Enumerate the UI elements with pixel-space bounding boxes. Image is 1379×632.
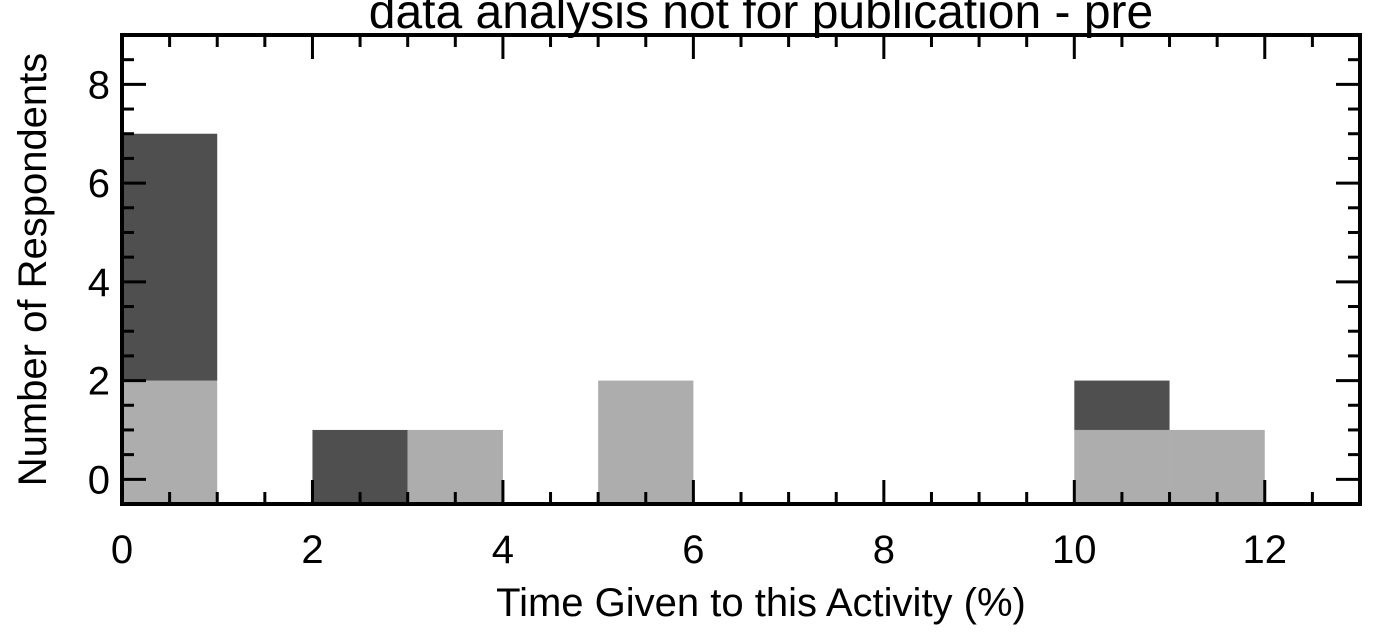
x-tick-label: 6 xyxy=(682,528,704,572)
x-tick-label: 2 xyxy=(301,528,323,572)
bar-light-bin-4 xyxy=(1074,429,1170,504)
x-axis-label: Time Given to this Activity (%) xyxy=(496,581,1026,625)
x-tick-labels: 0 2 4 6 8 10 12 xyxy=(111,528,1287,572)
plot-frame xyxy=(120,33,1362,506)
x-tick-label: 4 xyxy=(492,528,514,572)
x-tick-label: 0 xyxy=(111,528,133,572)
bar-dark-bin-4 xyxy=(1074,380,1170,430)
y-axis-label: Number of Respondents xyxy=(11,53,55,487)
bar-dark-bin-1 xyxy=(312,429,408,504)
y-tick-label: 2 xyxy=(88,360,110,404)
x-tick-label: 10 xyxy=(1052,528,1097,572)
bar-light-bin-3 xyxy=(598,380,694,504)
bars-layer xyxy=(122,133,1265,504)
y-tick-label: 4 xyxy=(88,261,110,305)
bar-light-bin-0 xyxy=(122,380,218,504)
x-tick-label: 12 xyxy=(1243,528,1288,572)
y-tick-label: 6 xyxy=(88,162,110,206)
bar-dark-bin-0 xyxy=(122,133,218,381)
bar-light-bin-2 xyxy=(407,429,503,504)
y-tick-labels: 0 2 4 6 8 xyxy=(88,63,110,502)
chart-title: data analysis not for publication - pre xyxy=(369,0,1153,39)
bar-light-bin-5 xyxy=(1169,429,1265,504)
y-tick-label: 8 xyxy=(88,63,110,107)
x-tick-label: 8 xyxy=(873,528,895,572)
y-tick-label: 0 xyxy=(88,458,110,502)
